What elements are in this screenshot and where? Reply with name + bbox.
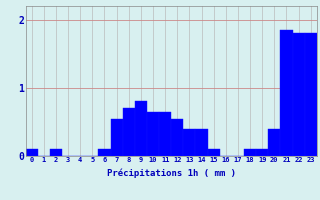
Bar: [123, 108, 135, 156]
Bar: [110, 118, 123, 156]
Bar: [26, 149, 38, 156]
Bar: [99, 149, 110, 156]
Bar: [244, 149, 256, 156]
Bar: [268, 129, 280, 156]
Bar: [147, 112, 159, 156]
Bar: [50, 149, 62, 156]
Bar: [280, 30, 292, 156]
Bar: [305, 33, 317, 156]
Bar: [159, 112, 171, 156]
Bar: [196, 129, 208, 156]
Bar: [135, 101, 147, 156]
Bar: [256, 149, 268, 156]
Bar: [183, 129, 196, 156]
Bar: [208, 149, 220, 156]
X-axis label: Précipitations 1h ( mm ): Précipitations 1h ( mm ): [107, 168, 236, 178]
Bar: [292, 33, 305, 156]
Bar: [171, 118, 183, 156]
